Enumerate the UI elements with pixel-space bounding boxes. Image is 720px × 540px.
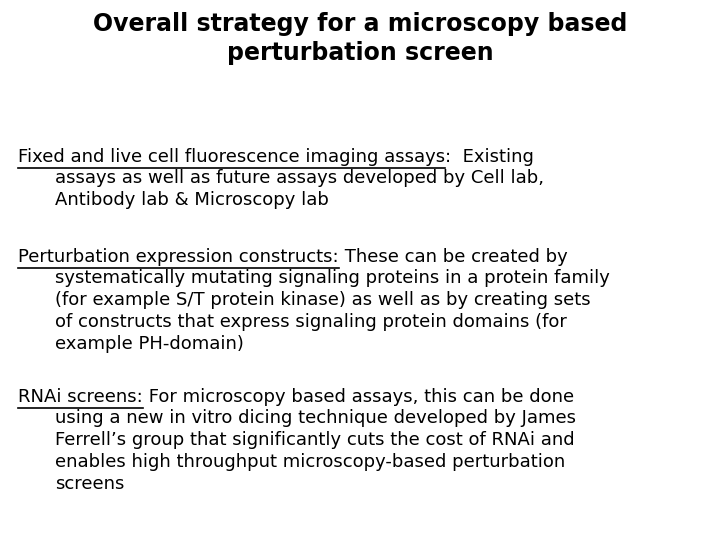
Text: RNAi screens:: RNAi screens: — [18, 388, 143, 406]
Text: (for example S/T protein kinase) as well as by creating sets: (for example S/T protein kinase) as well… — [55, 291, 590, 309]
Text: of constructs that express signaling protein domains (for: of constructs that express signaling pro… — [55, 313, 567, 331]
Text: Perturbation expression constructs:: Perturbation expression constructs: — [18, 248, 338, 266]
Text: Overall strategy for a microscopy based
perturbation screen: Overall strategy for a microscopy based … — [93, 12, 627, 65]
Text: For microscopy based assays, this can be done: For microscopy based assays, this can be… — [143, 388, 574, 406]
Text: These can be created by: These can be created by — [338, 248, 567, 266]
Text: using a new in vitro dicing technique developed by James: using a new in vitro dicing technique de… — [55, 409, 576, 427]
Text: Antibody lab & Microscopy lab: Antibody lab & Microscopy lab — [55, 191, 329, 209]
Text: assays as well as future assays developed by Cell lab,: assays as well as future assays develope… — [55, 169, 544, 187]
Text: systematically mutating signaling proteins in a protein family: systematically mutating signaling protei… — [55, 269, 610, 287]
Text: example PH-domain): example PH-domain) — [55, 335, 244, 353]
Text: screens: screens — [55, 475, 125, 493]
Text: :  Existing: : Existing — [445, 148, 534, 166]
Text: enables high throughput microscopy-based perturbation: enables high throughput microscopy-based… — [55, 453, 565, 471]
Text: Fixed and live cell fluorescence imaging assays: Fixed and live cell fluorescence imaging… — [18, 148, 445, 166]
Text: Ferrell’s group that significantly cuts the cost of RNAi and: Ferrell’s group that significantly cuts … — [55, 431, 575, 449]
